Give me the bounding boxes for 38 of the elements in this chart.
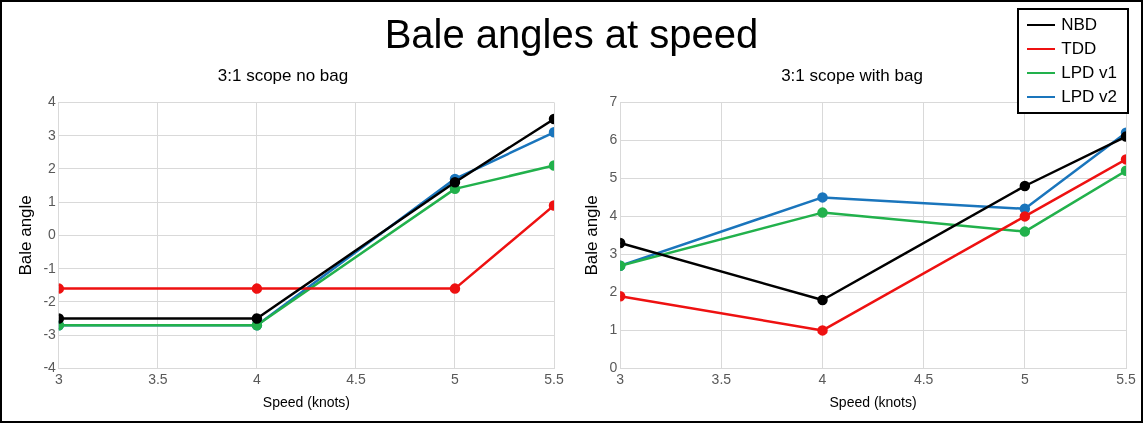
y-tick-label: -1	[43, 259, 57, 276]
x-tick-label: 5.5	[1116, 370, 1136, 387]
y-tick-label: 2	[609, 283, 618, 300]
x-tick-label: 5	[1020, 370, 1029, 387]
y-axis-title: Bale angle	[15, 195, 35, 276]
x-tick-label: 5	[451, 370, 460, 387]
y-tick-label: 3	[48, 126, 57, 143]
legend-label: LPD v1	[1061, 62, 1117, 84]
y-tick-label: 7	[609, 93, 618, 110]
y-tick-label: 3	[609, 245, 618, 262]
y-tick-label: -4	[43, 359, 57, 376]
x-tick-label: 4	[253, 370, 262, 387]
y-tick-label: -3	[43, 326, 57, 343]
y-axis-title: Bale angle	[581, 195, 601, 276]
y-tick-label: 5	[609, 169, 618, 186]
x-tick-label: 4.5	[913, 370, 934, 387]
y-tick-label: 0	[48, 226, 57, 243]
x-tick-label: 4.5	[346, 370, 366, 387]
y-tick-label: 4	[48, 93, 57, 110]
y-tick-label: -2	[43, 292, 57, 309]
chart-title: Bale angles at speed	[384, 12, 759, 56]
legend-label: TDD	[1061, 38, 1097, 60]
x-tick-label: 3.5	[711, 370, 732, 387]
x-axis-title: Speed (knots)	[829, 394, 917, 411]
y-tick-label: 4	[609, 207, 618, 224]
x-tick-label: 5.5	[544, 370, 564, 387]
x-axis-title: Speed (knots)	[262, 394, 351, 411]
chart-title: 3:1 scope with bag	[781, 65, 923, 85]
x-tick-label: 4	[818, 370, 827, 387]
y-tick-label: 6	[609, 131, 618, 148]
legend-label: NBD	[1061, 14, 1098, 36]
y-tick-label: 2	[48, 159, 57, 176]
y-tick-label: 0	[609, 359, 618, 376]
chart-subtitle: 3:1 scope no bag	[217, 65, 349, 85]
y-tick-label: 1	[609, 321, 618, 338]
x-tick-label: 3.5	[148, 370, 168, 387]
legend-label: LPD v2	[1061, 86, 1117, 108]
y-tick-label: 1	[48, 193, 57, 210]
